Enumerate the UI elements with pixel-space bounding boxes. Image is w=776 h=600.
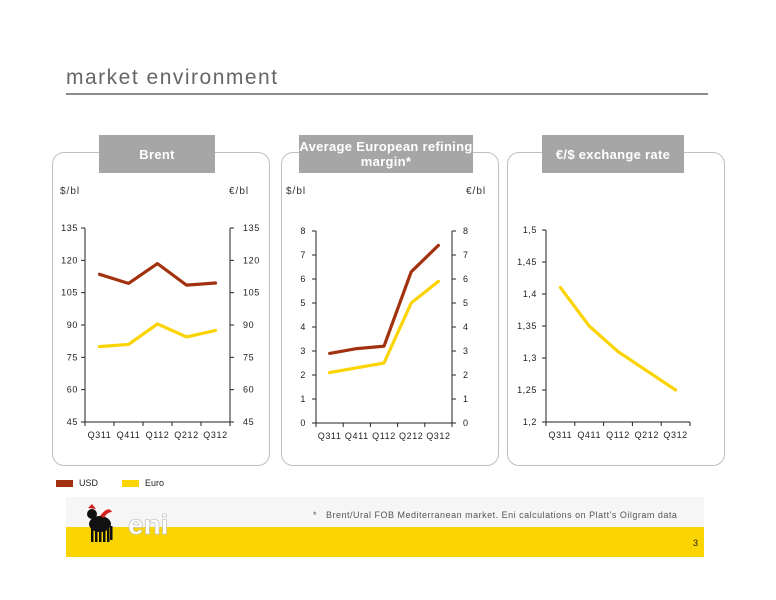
page-title: market environment: [66, 66, 279, 89]
exchange-y-tick-label: 1,25: [517, 385, 537, 395]
brent-y-tick-label: 60: [67, 385, 78, 395]
refining-margin-panel-title: Average European refining margin*: [299, 135, 473, 173]
brent-y-tick-label: 45: [67, 417, 78, 427]
brent-x-tick-label: Q312: [203, 430, 227, 440]
page-number: 3: [692, 538, 698, 548]
refining-y-tick-label: 5: [300, 298, 306, 308]
exchange-x-tick-label: Q212: [635, 430, 659, 440]
brent-x-tick-label: Q112: [146, 430, 170, 440]
legend: USD Euro: [56, 478, 164, 488]
brent-usd-line: [97, 262, 218, 287]
refining-y2-tick-label: 8: [463, 226, 469, 236]
footer-bar: [66, 527, 704, 557]
refining-y2-tick-label: 4: [463, 322, 469, 332]
exchange-x-tick-label: Q411: [577, 430, 601, 440]
footnote: * Brent/Ural FOB Mediterranean market. E…: [313, 510, 677, 520]
exchange-y-tick-label: 1,35: [517, 321, 537, 331]
brent-panel-title: Brent: [99, 135, 215, 173]
refining-y-tick-label: 6: [300, 274, 306, 284]
brent-right-unit: €/bl: [229, 186, 250, 197]
refining-y-tick-label: 0: [300, 418, 306, 428]
refining-x-tick-label: Q312: [426, 431, 450, 441]
exchange-rate-chart: 1,2 1,25 1,3 1,35 1,4 1,45 1,5 Q311 Q411 Q112 Q212…: [517, 225, 691, 440]
legend-usd-swatch: [56, 479, 73, 487]
refining-y2-tick-label: 6: [463, 274, 469, 284]
refining-margin-chart: 0 0 1 1 2 2 3 3 4 4 5 5 6 6 7 7 8 8 Q311 Q411 Q112 Q212 Q312: [300, 226, 468, 441]
exchange-x-tick-label: Q112: [606, 430, 630, 440]
refining-x-tick-label: Q212: [399, 431, 423, 441]
exchange-rate-panel-title: €/$ exchange rate: [542, 135, 684, 173]
footnote-text: Brent/Ural FOB Mediterranean market. Eni…: [326, 510, 678, 520]
refining-y-tick-label: 3: [300, 346, 306, 356]
refining-usd-line: [328, 243, 440, 355]
refining-right-unit: €/bl: [466, 186, 487, 197]
brent-y2-tick-label: 120: [243, 255, 260, 265]
refining-y2-tick-label: 7: [463, 250, 469, 260]
refining-y2-tick-label: 5: [463, 298, 469, 308]
exchange-y-tick-label: 1,4: [523, 289, 537, 299]
brent-y-tick-label: 75: [67, 352, 78, 362]
refining-y2-tick-label: 1: [463, 394, 469, 404]
brent-y2-tick-label: 90: [243, 320, 254, 330]
exchange-y-tick-label: 1,3: [523, 353, 537, 363]
footer-strip: [66, 497, 704, 527]
refining-left-unit: $/bl: [286, 186, 307, 197]
refining-margin-panel: [281, 152, 499, 466]
refining-y-tick-label: 2: [300, 370, 306, 380]
eni-logo: eni: [87, 504, 169, 542]
brent-y2-tick-label: 60: [243, 385, 254, 395]
exchange-x-tick-label: Q311: [549, 430, 573, 440]
brent-y-tick-label: 90: [67, 320, 78, 330]
brent-y2-tick-label: 45: [243, 417, 254, 427]
brent-y-tick-label: 120: [61, 255, 78, 265]
eni-logo-text: eni: [128, 509, 168, 540]
footnote-mark: *: [313, 510, 318, 520]
refining-y2-tick-label: 0: [463, 418, 469, 428]
exchange-y-tick-label: 1,5: [523, 225, 537, 235]
refining-x-tick-label: Q311: [318, 431, 342, 441]
refining-y-tick-label: 7: [300, 250, 306, 260]
legend-euro-swatch: [122, 479, 140, 487]
refining-y-tick-label: 4: [300, 322, 306, 332]
legend-usd-label: USD: [79, 478, 99, 488]
exchange-rate-line: [558, 286, 678, 392]
brent-euro-line: [97, 322, 218, 349]
brent-y-tick-label: 105: [61, 288, 78, 298]
refining-y-tick-label: 1: [300, 394, 306, 404]
exchange-y-tick-label: 1,2: [523, 417, 537, 427]
refining-y-tick-label: 8: [300, 226, 306, 236]
legend-euro-label: Euro: [145, 478, 165, 488]
brent-y2-tick-label: 105: [243, 288, 260, 298]
brent-y2-tick-label: 135: [243, 223, 260, 233]
brent-y-tick-label: 135: [61, 223, 78, 233]
title-divider: [66, 93, 708, 95]
brent-x-tick-label: Q212: [174, 430, 198, 440]
refining-y2-tick-label: 3: [463, 346, 469, 356]
brent-chart: 45 45 60 60 75 75 90 90 105 105 120 120 135 135 Q311 Q4…: [61, 223, 260, 440]
brent-y2-tick-label: 75: [243, 352, 254, 362]
exchange-rate-panel: [507, 152, 725, 466]
exchange-x-tick-label: Q312: [663, 430, 687, 440]
refining-x-tick-label: Q112: [372, 431, 396, 441]
brent-left-unit: $/bl: [60, 186, 81, 197]
refining-euro-line: [328, 279, 440, 375]
brent-x-tick-label: Q411: [117, 430, 141, 440]
refining-y2-tick-label: 2: [463, 370, 469, 380]
exchange-y-tick-label: 1,45: [517, 257, 537, 267]
brent-x-tick-label: Q311: [88, 430, 112, 440]
refining-x-tick-label: Q411: [345, 431, 369, 441]
